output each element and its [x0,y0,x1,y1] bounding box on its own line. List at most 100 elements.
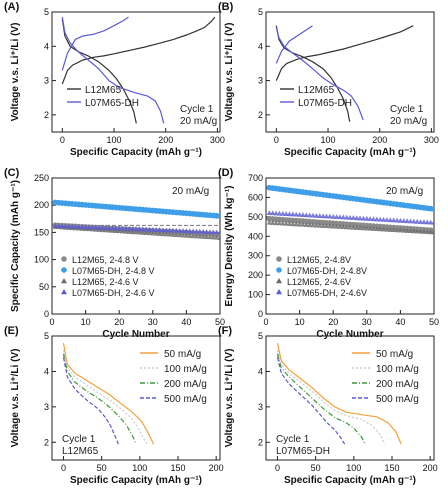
data-point [370,216,377,222]
data-point [62,223,69,229]
data-point [126,229,132,234]
data-point [113,228,119,233]
data-point [417,219,424,224]
data-point [320,223,326,228]
y-tick-label: 5 [258,331,263,341]
x-tick-label: 0 [61,463,66,473]
data-point [140,226,146,232]
data-point [317,213,323,218]
y-tick-label: 600 [248,192,263,202]
data-point [394,227,400,233]
data-point [323,223,330,229]
data-point [297,221,303,227]
data-point [364,225,370,231]
data-point [317,222,323,228]
x-axis-label: Cycle Number [102,329,169,340]
data-point [357,225,363,231]
data-point [56,223,62,229]
y-tick-label: 4 [44,366,49,376]
plot-frame [265,11,435,133]
series-line [275,27,364,121]
y-tick-label: 2 [258,437,263,447]
data-point [280,210,286,216]
panel-label: (F) [218,325,232,337]
data-point [286,221,293,226]
data-point [280,220,286,226]
y-tick-label: 150 [34,227,49,237]
plot-area [276,342,402,445]
data-point [293,211,299,217]
y-tick-label: 5 [44,7,49,17]
data-point [217,213,220,219]
y-tick-label: 300 [248,251,263,261]
data-point [160,227,166,233]
x-tick-label: 150 [384,463,399,473]
data-point [173,232,179,237]
data-point [187,228,193,234]
data-point [214,229,220,235]
data-point [313,222,319,228]
data-point [136,226,142,232]
x-tick-label: 100 [107,135,122,145]
data-point [197,233,203,239]
data-point [200,228,206,234]
y-tick-label: 4 [44,41,49,51]
annotation: Cycle 1 [180,104,214,115]
series-line [62,357,119,445]
data-point [337,224,343,229]
data-point [273,220,279,226]
data-point [417,228,424,234]
data-point [290,211,296,217]
legend-label: 200 mA/g [164,379,207,390]
data-point [350,224,356,230]
data-point [93,224,99,230]
panel-label: (B) [218,1,234,13]
data-point [367,216,373,221]
data-point [170,231,176,237]
data-point [190,228,196,234]
data-point [290,221,296,227]
data-point [193,228,200,234]
data-point [407,218,414,224]
panel-b: (B) 0 100 200 300 2 3 4 5 Specific Capacity (mAh … [218,1,439,158]
data-point [424,229,430,235]
data-point [297,211,303,217]
series-line [276,357,346,445]
y-tick-label: 50 [39,282,49,292]
data-point [421,229,427,234]
series-line [62,353,137,445]
panel-label: (E) [4,325,19,337]
data-point [163,227,169,233]
legend-swatch [276,278,282,284]
x-tick-label: 30 [362,317,372,327]
data-point [404,218,410,224]
x-tick-label: 200 [209,463,224,473]
legend-label: 50 mA/g [376,349,413,360]
x-tick-label: 200 [158,135,173,145]
data-point [69,223,75,229]
annotation: L12M65 [62,446,99,457]
data-point [283,220,289,226]
data-point [293,221,299,227]
legend-swatch [61,289,67,295]
y-tick-label: 700 [248,173,263,183]
series-line [275,25,351,122]
legend-label: 50 mA/g [164,349,201,360]
y-tick-label: 3 [44,76,49,86]
legend-label: L07M65-DH, 2-4.8 V [72,266,155,276]
legend-label: 200 mA/g [376,379,419,390]
y-tick-label: 400 [248,231,263,241]
data-point [123,228,129,234]
data-point [217,235,220,240]
data-point [387,227,393,232]
data-point [307,222,313,228]
data-point [140,229,146,235]
data-point [146,230,153,236]
y-tick-label: 5 [44,331,49,341]
y-tick-label: 3 [44,402,49,412]
legend-label: L12M65 [298,85,335,96]
data-point [347,214,353,220]
legend-swatch [61,278,67,284]
data-point [150,226,156,232]
data-point [276,220,283,226]
